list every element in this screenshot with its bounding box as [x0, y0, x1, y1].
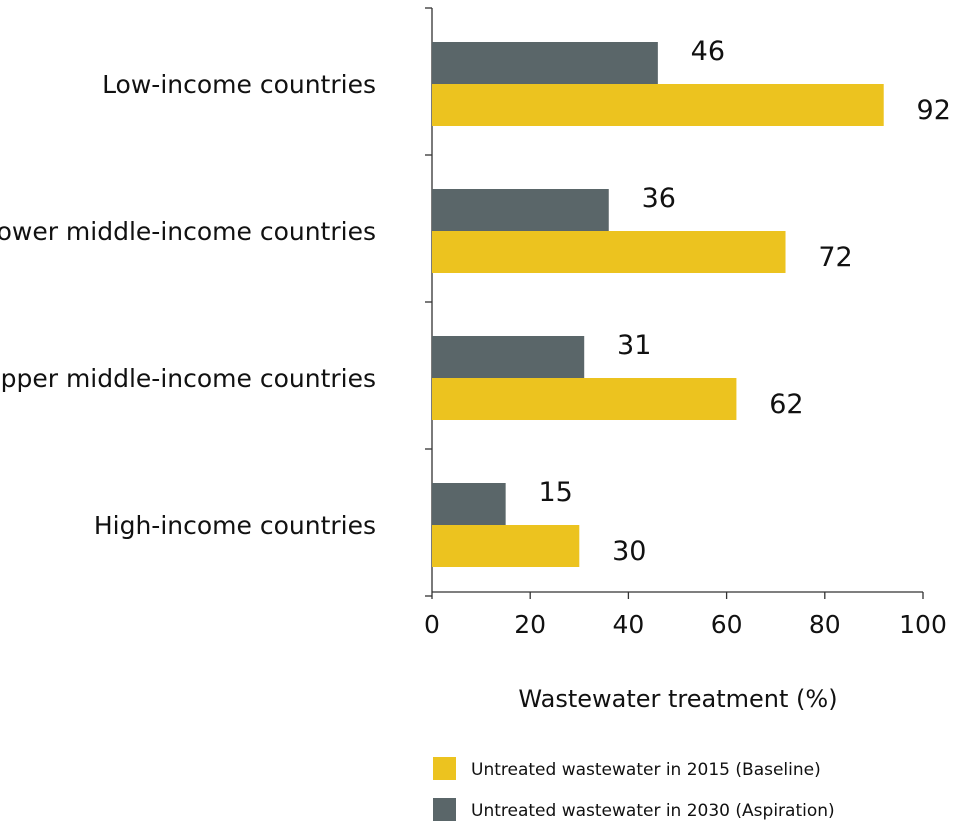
data-label: 30	[612, 536, 646, 567]
bar-aspiration-2030	[432, 336, 585, 378]
x-tick-label: 20	[514, 610, 546, 639]
data-label: 31	[617, 330, 651, 361]
category-label: Lower middle-income countries	[0, 217, 376, 246]
bar-baseline-2015	[432, 231, 786, 273]
category-label: High-income countries	[94, 511, 376, 540]
legend-swatch	[433, 798, 456, 821]
bar-aspiration-2030	[432, 189, 609, 231]
x-tick-label: 100	[899, 610, 947, 639]
x-tick-label: 80	[809, 610, 841, 639]
legend-label: Untreated wastewater in 2015 (Baseline)	[471, 760, 821, 780]
bar-aspiration-2030	[432, 483, 506, 525]
data-label: 46	[691, 36, 725, 67]
category-label: Low-income countries	[102, 70, 376, 99]
x-axis-title: Wastewater treatment (%)	[518, 685, 837, 713]
data-label: 92	[917, 95, 951, 126]
legend-label: Untreated wastewater in 2030 (Aspiration…	[471, 801, 835, 821]
x-tick-label: 60	[711, 610, 743, 639]
bar-baseline-2015	[432, 378, 737, 420]
legend: Untreated wastewater in 2015 (Baseline) U…	[433, 757, 835, 821]
legend-swatch	[433, 757, 456, 780]
x-tick-label: 40	[612, 610, 644, 639]
labels: Low-income countries 46 92 Lower middle-inc…	[0, 36, 951, 567]
bars	[432, 42, 884, 567]
data-label: 62	[769, 389, 803, 420]
data-label: 72	[818, 242, 852, 273]
bar-aspiration-2030	[432, 42, 658, 84]
axes: 0 20 40 60 80 100	[424, 7, 947, 639]
category-label: Upper middle-income countries	[0, 364, 376, 393]
x-tick-label: 0	[424, 610, 440, 639]
data-label: 36	[642, 183, 676, 214]
bar-baseline-2015	[432, 84, 884, 126]
data-label: 15	[538, 477, 572, 508]
bar-baseline-2015	[432, 525, 580, 567]
